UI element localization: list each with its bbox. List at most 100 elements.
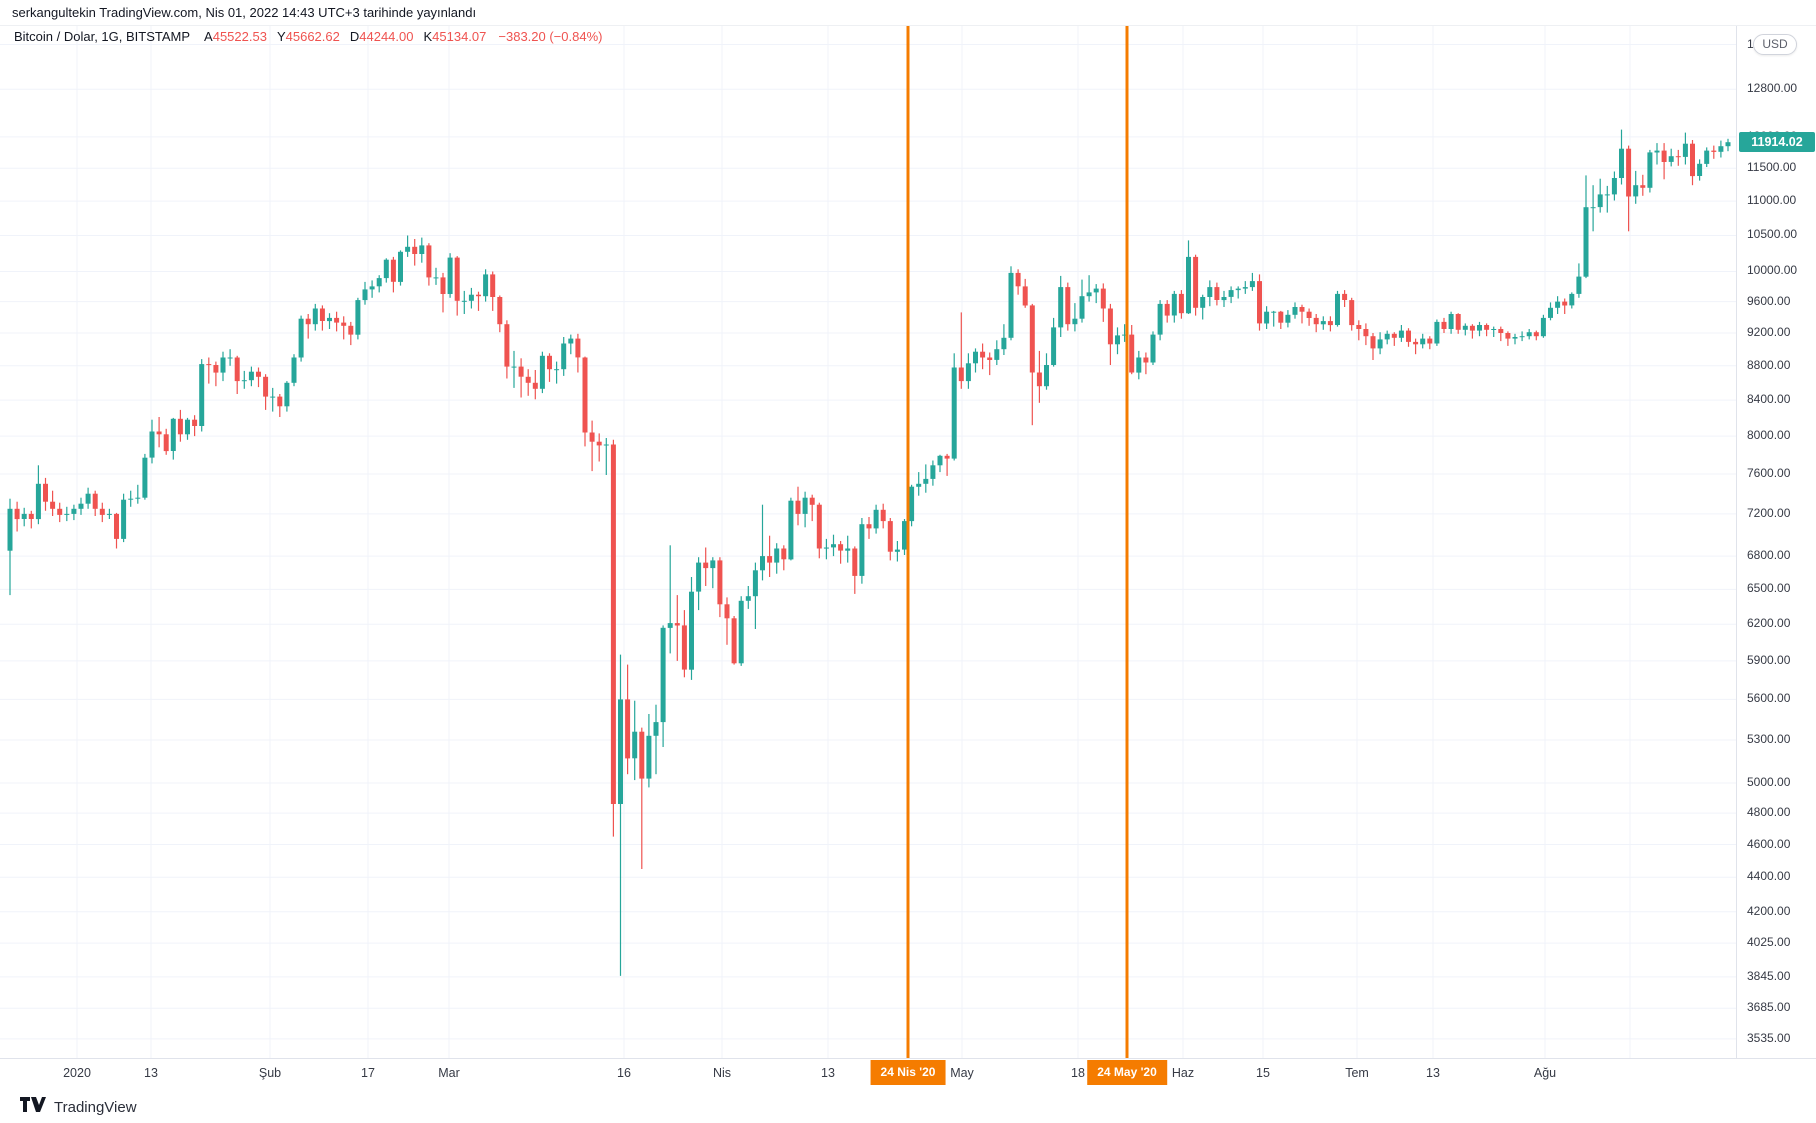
last-price-badge: 11914.02 <box>1739 132 1815 152</box>
candle-body <box>71 508 77 514</box>
candle-body <box>1682 143 1688 157</box>
price-tick-label: 3845.00 <box>1747 969 1791 983</box>
candle-body <box>994 349 1000 360</box>
candle-body <box>745 596 751 601</box>
candle-body <box>930 465 936 479</box>
tradingview-footer[interactable]: TradingView <box>20 1096 137 1118</box>
candle-body <box>1178 293 1184 314</box>
candle-body <box>64 513 70 515</box>
price-tick-label: 7600.00 <box>1747 466 1791 480</box>
candle-body <box>1086 292 1092 297</box>
price-tick-label: 9200.00 <box>1747 325 1791 339</box>
candle-body <box>625 699 631 759</box>
candle-body <box>1675 156 1681 158</box>
candle-body <box>532 382 538 389</box>
candle-body <box>1725 142 1731 147</box>
publisher-link[interactable]: serkangultekin TradingView.com, <box>12 5 202 20</box>
price-tick-label: 5000.00 <box>1747 775 1791 789</box>
candle-body <box>1129 334 1135 373</box>
candle-body <box>1469 325 1475 331</box>
candle-body <box>902 521 907 550</box>
candle-body <box>1065 287 1071 325</box>
candle-body <box>518 366 524 377</box>
candle-body <box>1668 156 1674 162</box>
candle-body <box>1022 286 1028 306</box>
event-date-badge[interactable]: 24 Nis '20 <box>870 1060 946 1085</box>
price-axis-scale[interactable]: 13600.0012800.0012000.0011500.0011000.00… <box>1736 26 1816 1058</box>
event-date-badge[interactable]: 24 May '20 <box>1087 1060 1167 1085</box>
candle-body <box>554 369 560 371</box>
candle-body <box>263 376 269 397</box>
candle-body <box>689 591 694 670</box>
candle-body <box>1036 372 1042 387</box>
candlestick-chart-surface[interactable] <box>0 26 1736 1058</box>
candle-body <box>447 257 453 294</box>
candle-body <box>405 246 411 252</box>
price-tick-label: 4600.00 <box>1747 837 1791 851</box>
candle-body <box>1058 287 1064 328</box>
ohlc-letter: Y <box>276 29 286 44</box>
candle-body <box>1576 276 1582 294</box>
candle-body <box>106 513 112 515</box>
candle-body <box>177 418 183 435</box>
candle-body <box>398 251 403 282</box>
candle-body <box>7 508 13 551</box>
candle-body <box>163 434 169 452</box>
candle-body <box>802 497 808 514</box>
price-tick-label: 11000.00 <box>1747 193 1797 207</box>
time-tick-label: 13 <box>144 1066 158 1080</box>
candle-body <box>809 497 815 505</box>
candle-body <box>21 513 27 519</box>
symbol-title[interactable]: Bitcoin / Dolar, 1G, BITSTAMP <box>14 29 191 44</box>
candle-body <box>603 444 609 446</box>
time-tick-label: Ağu <box>1533 1066 1557 1080</box>
candle-body <box>1505 333 1511 339</box>
candle-body <box>1115 335 1120 345</box>
candle-body <box>681 625 687 670</box>
candle-body <box>376 278 382 287</box>
candle-body <box>547 355 552 370</box>
candle-body <box>880 509 886 522</box>
candle-body <box>845 548 851 551</box>
time-axis-scale[interactable]: 2020 13 Şub 17 Mar 16 Nis 13 24 Nis '20 May 18 24 M… <box>0 1058 1816 1094</box>
candle-body <box>213 365 219 373</box>
candle-body <box>1519 336 1525 338</box>
candle-body <box>1349 300 1355 326</box>
candle-body <box>965 363 971 382</box>
candle-body <box>312 308 318 325</box>
candle-body <box>1690 143 1695 177</box>
time-tick-label: May <box>950 1066 974 1080</box>
candle-body <box>1477 325 1482 331</box>
candle-body <box>831 544 836 548</box>
candle-body <box>1164 303 1170 316</box>
candle-body <box>1526 332 1532 337</box>
candle-body <box>1548 307 1553 318</box>
candle-body <box>1718 146 1724 152</box>
price-tick-label: 5900.00 <box>1747 653 1791 667</box>
candle-body <box>866 524 872 529</box>
candle-body <box>248 371 254 381</box>
candle-body <box>1008 272 1014 338</box>
candle-body <box>1186 256 1191 314</box>
candle-body <box>1384 333 1390 340</box>
candle-body <box>1533 332 1539 337</box>
time-tick-label: 2020 <box>63 1066 91 1080</box>
candle-body <box>795 500 801 514</box>
time-tick-label: 15 <box>1256 1066 1270 1080</box>
candle-body <box>1015 272 1021 287</box>
currency-toggle-button[interactable]: USD <box>1753 34 1797 55</box>
candle-body <box>1484 325 1490 330</box>
candle-body <box>1271 311 1277 313</box>
candle-body <box>1235 288 1241 291</box>
candle-body <box>192 419 198 426</box>
candle-body <box>731 618 737 664</box>
candle-body <box>1619 148 1624 178</box>
price-tick-label: 12800.00 <box>1747 81 1798 95</box>
price-tick-label: 9600.00 <box>1747 294 1791 308</box>
price-tick-label: 8400.00 <box>1747 392 1791 406</box>
candle-body <box>476 294 481 297</box>
candle-body <box>937 455 943 466</box>
candle-body <box>1044 365 1049 387</box>
candle-body <box>1335 293 1340 325</box>
price-tick-label: 7200.00 <box>1747 506 1791 520</box>
